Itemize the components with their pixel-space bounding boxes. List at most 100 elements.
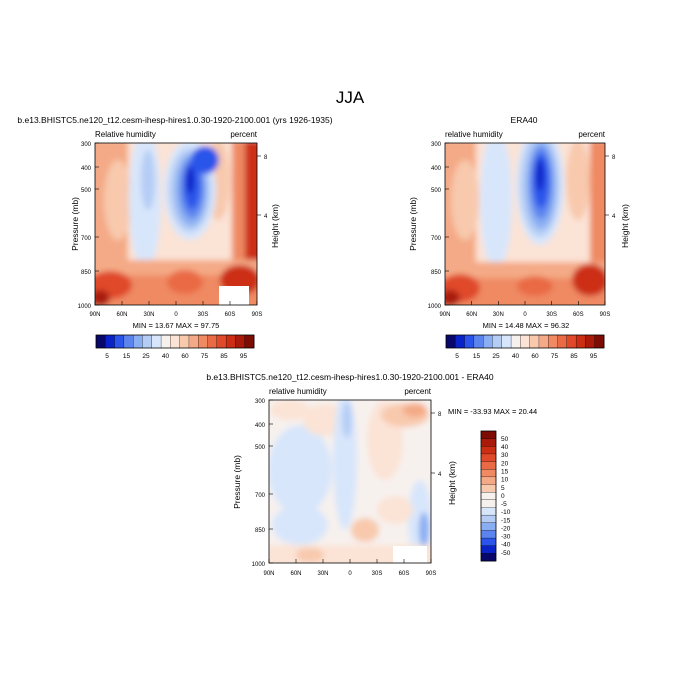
panel-diff-ytick: 300 <box>255 399 266 405</box>
colorbar-swatch <box>123 334 134 349</box>
colorbar-swatch <box>480 492 497 501</box>
colorbar-swatch <box>480 430 497 439</box>
panel-diff-ytick: 850 <box>255 528 266 534</box>
panel-era40-y2-axis: 8 4 <box>605 155 616 220</box>
colorbar-swatch <box>594 334 605 349</box>
panel-model-y-axis: 300 400 500 700 850 1000 <box>78 142 99 310</box>
colorbar-tick: 20 <box>501 460 509 467</box>
colorbar-swatch <box>464 334 475 349</box>
panel-model-y2tick: 8 <box>264 155 268 161</box>
colorbar-swatches <box>445 334 605 349</box>
panel-model-xtick: 30S <box>198 312 209 318</box>
panel-era40-y2tick: 8 <box>612 155 616 161</box>
panel-diff-right-label: percent <box>404 387 431 396</box>
panel-diff-field <box>269 400 431 563</box>
panel-model-field <box>95 143 257 305</box>
panel-diff-xtick: 60N <box>290 571 301 577</box>
panel-era40-ytick: 500 <box>431 188 442 194</box>
colorbar-tick: 0 <box>501 493 505 500</box>
colorbar-tick: 60 <box>181 353 189 360</box>
colorbar-tick: -10 <box>501 509 511 516</box>
colorbar-tick: 25 <box>142 353 150 360</box>
panel-diff-title: b.e13.BHISTC5.ne120_t12.cesm-ihesp-hires… <box>206 372 494 382</box>
colorbar-swatch <box>566 334 577 349</box>
colorbar-tick: 40 <box>512 353 520 360</box>
colorbar-swatch <box>207 334 218 349</box>
colorbar-tick: 95 <box>590 353 598 360</box>
panel-model-stats: MIN = 13.67 MAX = 97.75 <box>133 321 220 330</box>
panel-era40-y2label: Height (km) <box>620 204 630 248</box>
colorbar-swatch <box>483 334 493 349</box>
colorbar-swatch <box>216 334 227 349</box>
colorbar-swatch <box>225 334 236 349</box>
panel-diff-ytick: 500 <box>255 445 266 451</box>
panel-era40: ERA40 relative humidity percent <box>408 115 630 360</box>
panel-diff-colorbar: 50 40 30 20 15 10 5 0 -5 -10 -15 -20 -30… <box>480 430 511 562</box>
colorbar-swatch <box>480 446 497 455</box>
colorbar-swatch <box>95 334 106 349</box>
panel-model-ytick: 700 <box>81 236 92 242</box>
panel-era40-y-axis: 300 400 500 700 850 1000 <box>428 142 449 310</box>
panel-era40-xtick: 30N <box>493 312 504 318</box>
colorbar-tick: -40 <box>501 542 511 549</box>
panel-diff-y-axis: 300 400 500 700 850 1000 <box>252 399 273 568</box>
panel-era40-y2tick: 4 <box>612 214 616 220</box>
panel-diff-xtick: 60S <box>399 571 410 577</box>
colorbar-swatch <box>480 453 497 462</box>
colorbar-swatch <box>480 476 497 485</box>
colorbar-swatch <box>235 334 246 349</box>
colorbar-swatch <box>575 334 586 349</box>
colorbar-swatch <box>480 537 497 547</box>
colorbar-swatch <box>188 334 199 349</box>
colorbar-swatch <box>510 334 521 349</box>
panel-model-xtick: 0 <box>174 312 178 318</box>
panel-era40-xtick: 90N <box>439 312 450 318</box>
colorbar-swatch <box>480 438 497 447</box>
colorbar-tick: 60 <box>531 353 539 360</box>
panel-model-xtick: 60N <box>116 312 127 318</box>
panel-era40-ylabel: Pressure (mb) <box>408 197 418 251</box>
colorbar-tick: 5 <box>501 485 505 492</box>
colorbar-tick: -50 <box>501 550 511 557</box>
panel-era40-ytick: 700 <box>431 236 442 242</box>
panel-model: b.e13.BHISTC5.ne120_t12.cesm-ihesp-hires… <box>17 115 332 360</box>
panel-era40-ytick: 850 <box>431 270 442 276</box>
panel-era40-stats: MIN = 14.48 MAX = 96.32 <box>483 321 570 330</box>
colorbar-swatch <box>160 334 171 349</box>
colorbar-tick: -20 <box>501 525 511 532</box>
colorbar-tick: -5 <box>501 501 507 508</box>
colorbar-swatch <box>455 334 465 349</box>
panel-era40-field <box>445 143 605 305</box>
colorbar-swatch <box>480 545 497 554</box>
panel-diff-x-axis: 90N 60N 30N 0 30S 60S 90S <box>263 559 436 577</box>
panel-model-ytick: 500 <box>81 188 92 194</box>
colorbar-tick: 10 <box>501 477 509 484</box>
colorbar-swatch <box>585 334 596 349</box>
panel-diff: b.e13.BHISTC5.ne120_t12.cesm-ihesp-hires… <box>206 372 537 577</box>
colorbar-swatch <box>480 499 497 508</box>
colorbar-swatches <box>95 334 255 349</box>
colorbar-swatch <box>114 334 125 349</box>
colorbar-tick: 95 <box>240 353 248 360</box>
panel-diff-left-label: relative humidity <box>269 387 327 396</box>
colorbar-swatch <box>480 514 497 524</box>
panel-diff-y2tick: 4 <box>438 472 442 478</box>
panel-era40-x-axis: 90N 60N 30N 0 30S 60S 90S <box>439 301 610 318</box>
panel-era40-xtick: 0 <box>523 312 527 318</box>
colorbar-swatch <box>480 461 497 470</box>
colorbar-tick: -30 <box>501 534 511 541</box>
panel-diff-xtick: 90S <box>426 571 437 577</box>
panel-model-y2label: Height (km) <box>270 204 280 248</box>
colorbar-swatch <box>170 334 180 349</box>
colorbar-swatch <box>520 334 530 349</box>
panel-era40-colorbar: 5 15 25 40 60 75 85 95 <box>445 334 605 360</box>
panel-era40-xtick: 90S <box>600 312 611 318</box>
panel-model-ytick: 1000 <box>78 304 92 310</box>
colorbar-swatch <box>105 334 115 349</box>
colorbar-tick: 25 <box>492 353 500 360</box>
panel-diff-ytick: 1000 <box>252 562 266 568</box>
colorbar-swatch <box>244 334 255 349</box>
colorbar-swatch <box>492 334 503 349</box>
panel-model-y2-axis: 8 4 <box>257 155 268 220</box>
colorbar-swatch <box>480 507 497 516</box>
